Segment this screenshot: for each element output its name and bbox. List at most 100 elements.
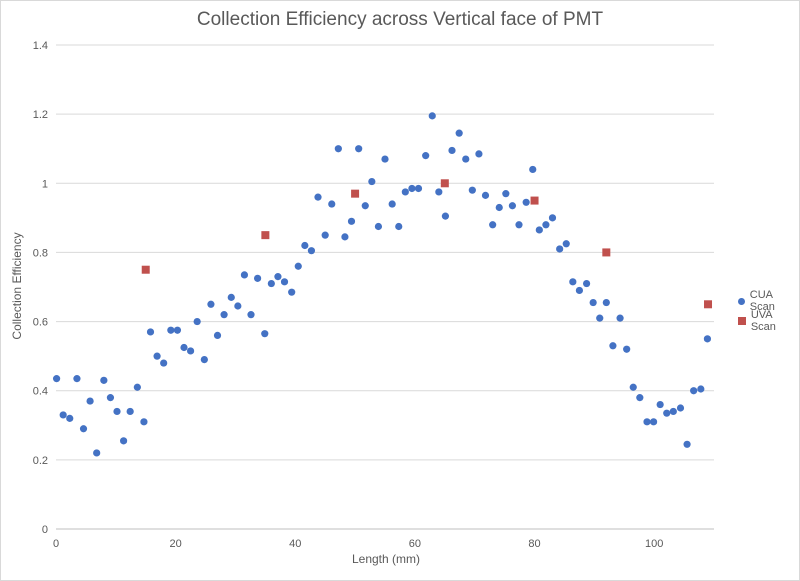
cua-point (529, 165, 537, 174)
cua-point (267, 279, 275, 288)
cua-point (207, 300, 215, 308)
cua-point (193, 317, 201, 326)
cua-point (274, 273, 282, 281)
cua-point (542, 221, 550, 229)
cua-point (301, 241, 309, 250)
chart-title: Collection Efficiency across Vertical fa… (196, 9, 604, 30)
uva-point (602, 248, 611, 257)
uva-point (440, 179, 449, 188)
cua-point (535, 226, 543, 234)
cua-point (160, 359, 168, 367)
cua-point (468, 186, 476, 194)
cua-point (355, 145, 363, 153)
cua-point (508, 202, 517, 210)
y-tick-label: 0.6 (33, 317, 48, 329)
cua-point (52, 375, 61, 383)
cua-point (59, 411, 67, 419)
cua-point (314, 193, 322, 201)
cua-point (213, 331, 222, 339)
cua-point (361, 202, 369, 210)
cua-point (408, 184, 416, 193)
x-tick-label: 80 (528, 538, 540, 550)
x-axis-title: Length (mm) (351, 552, 421, 566)
cua-point (307, 247, 316, 255)
cua-point (200, 356, 208, 364)
x-tick-label: 100 (645, 538, 663, 550)
cua-point (414, 184, 423, 193)
cua-point (502, 190, 510, 198)
cua-point (636, 394, 644, 402)
cua-point (656, 400, 664, 409)
cua-point (669, 407, 677, 416)
legend-item-uva: UVA Scan (738, 309, 799, 333)
cua-point (582, 279, 591, 288)
legend-marker-cua (738, 297, 745, 305)
legend: CUA Scan UVA Scan (738, 289, 799, 333)
y-tick-label: 0.4 (33, 386, 48, 398)
cua-point (100, 376, 108, 384)
cua-point (341, 233, 349, 241)
cua-point (455, 129, 463, 137)
cua-point (462, 155, 470, 163)
cua-point (395, 222, 403, 231)
y-axis-title: Collection Efficiency (10, 232, 24, 340)
cua-point (495, 203, 503, 212)
x-tick-label: 0 (53, 538, 59, 550)
cua-point (649, 418, 658, 426)
uva-point (141, 265, 150, 274)
cua-point (596, 314, 604, 322)
cua-point (288, 288, 296, 296)
cua-point (428, 112, 436, 120)
uva-point (351, 189, 360, 198)
cua-point (153, 352, 161, 360)
cua-point (261, 330, 269, 338)
cua-point (562, 240, 570, 248)
cua-point (140, 418, 148, 426)
legend-marker-uva (738, 317, 746, 325)
cua-point (247, 311, 255, 319)
y-tick-label: 0.8 (33, 247, 48, 259)
axes: 0 0.2 0.4 0.6 0.8 1 1.2 1.4 0 20 40 60 80 100 (33, 40, 714, 550)
cua-point (683, 440, 691, 448)
cua-point (321, 231, 329, 239)
uva-point (530, 196, 539, 205)
cua-point (475, 150, 483, 158)
cua-point (220, 311, 228, 319)
cua-point (328, 200, 336, 208)
cua-point (448, 146, 456, 155)
cua-point (690, 387, 698, 395)
cua-point (167, 326, 175, 334)
cua-point (548, 214, 557, 222)
cua-point (697, 385, 705, 393)
cua-point (441, 212, 450, 220)
cua-point (489, 221, 497, 229)
y-tick-label: 1.4 (33, 40, 48, 52)
uva-point (704, 300, 713, 309)
y-tick-label: 0.2 (33, 455, 48, 467)
data-points (52, 112, 713, 457)
cua-point (522, 198, 530, 206)
cua-point (66, 414, 74, 422)
cua-point (569, 278, 577, 286)
cua-point (616, 314, 624, 322)
cua-point (240, 271, 249, 279)
cua-point (368, 177, 376, 186)
y-tick-label: 0 (42, 524, 48, 536)
cua-point (73, 375, 81, 383)
cua-point (401, 188, 409, 196)
legend-item-cua: CUA Scan (738, 289, 799, 313)
cua-point (119, 437, 128, 445)
y-tick-label: 1 (42, 178, 48, 190)
cua-point (106, 394, 115, 402)
cua-point (334, 145, 342, 153)
cua-point (126, 407, 134, 416)
cua-point (381, 155, 389, 163)
cua-point (186, 347, 195, 355)
cua-point (280, 278, 289, 286)
cua-point (227, 293, 235, 301)
uva-point (261, 231, 270, 240)
cua-point (629, 383, 637, 391)
gridlines (56, 44, 714, 461)
